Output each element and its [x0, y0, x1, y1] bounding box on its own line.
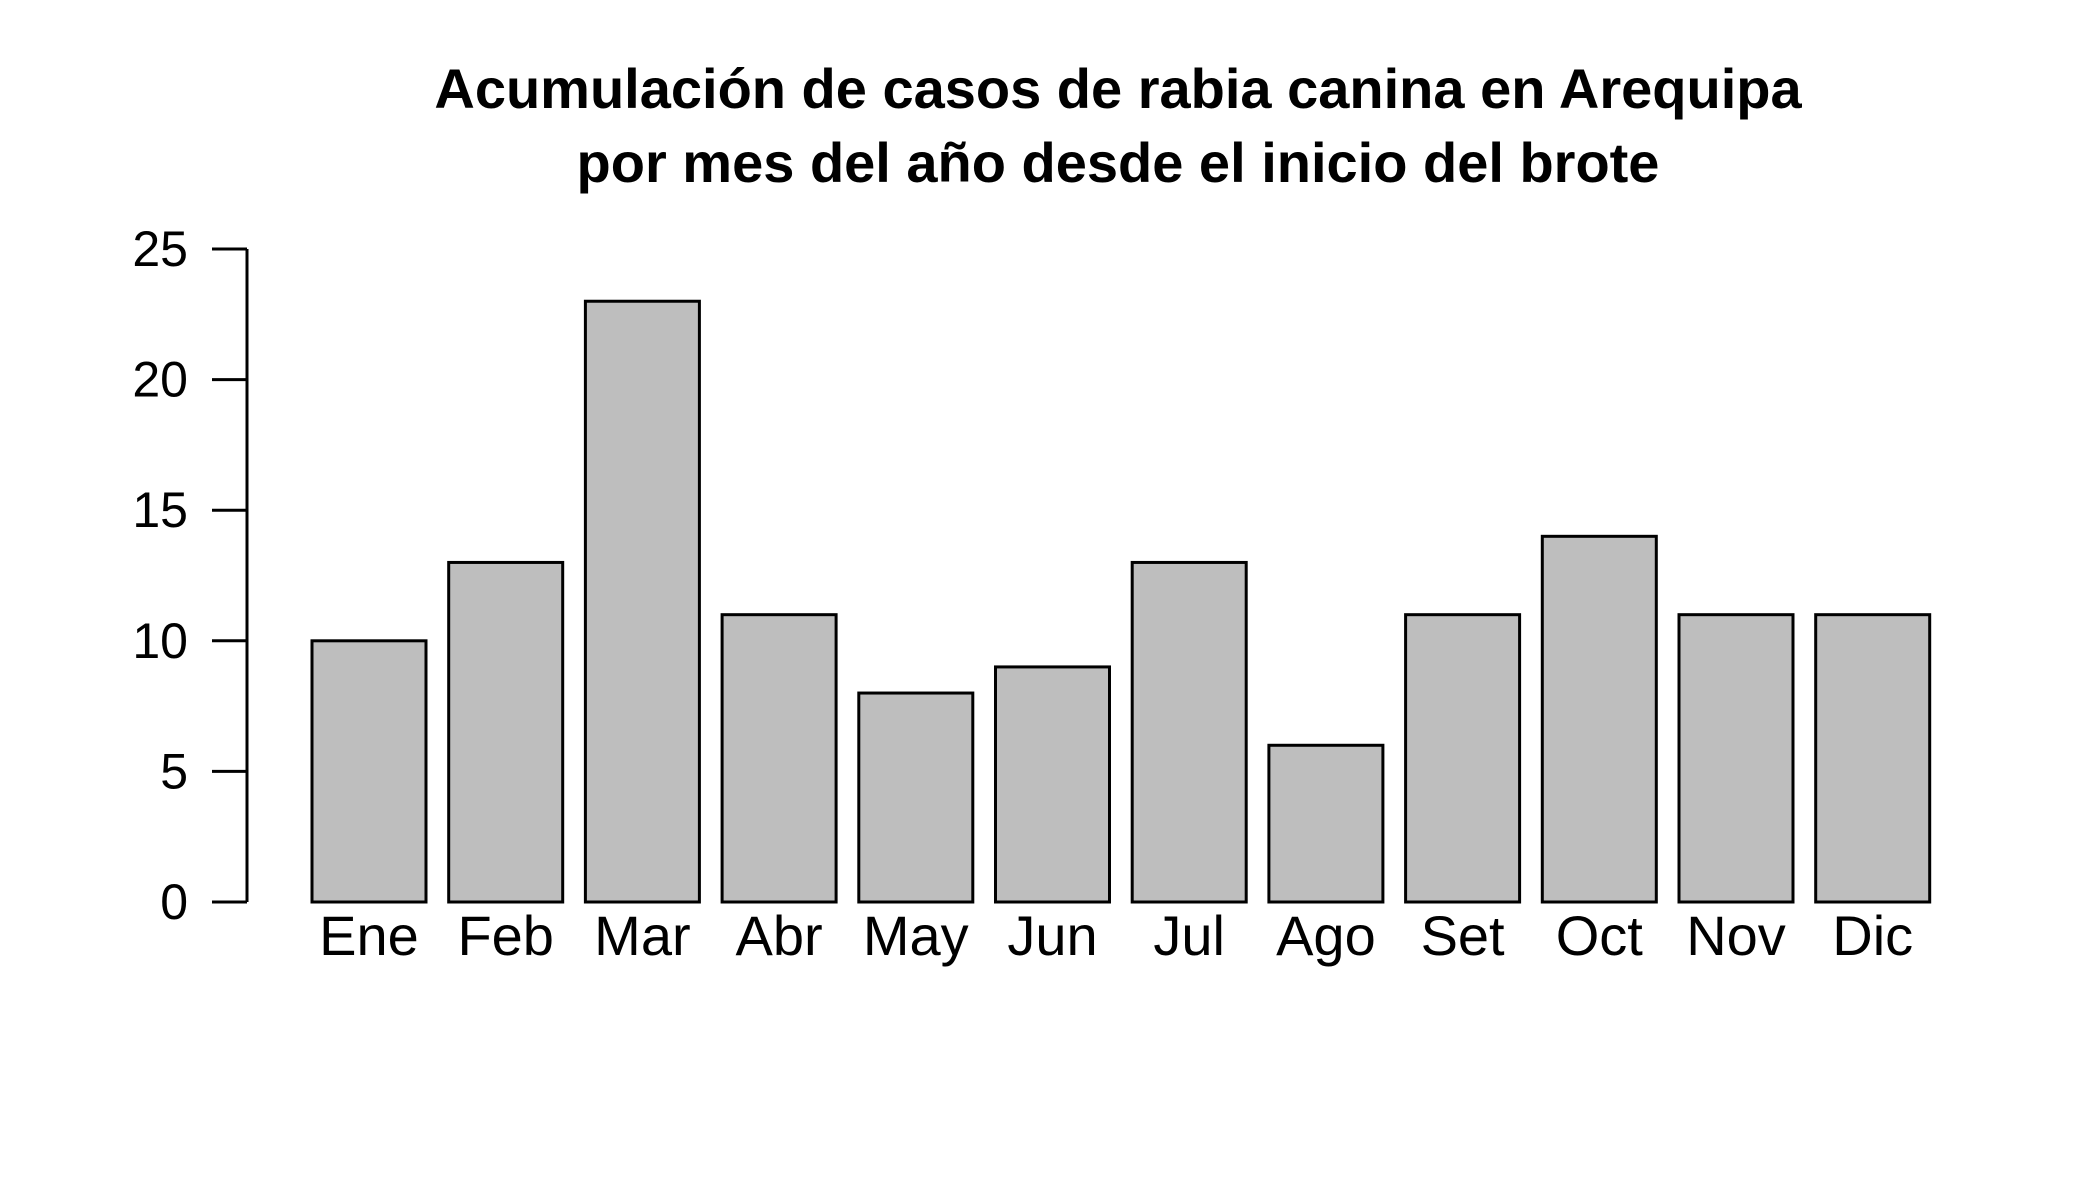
bar-ago [1267, 743, 1385, 904]
chart-title: Acumulación de casos de rabia canina en … [434, 57, 1802, 120]
bar-jun [994, 665, 1111, 904]
x-tick-label: Nov [1686, 904, 1786, 967]
bar-abr [720, 613, 838, 904]
x-tick-label: Ago [1276, 904, 1376, 967]
bar-oct [1540, 534, 1658, 904]
bar-ene [310, 639, 428, 904]
bar-set [1404, 613, 1522, 904]
chart-subtitle: por mes del año desde el inicio del brot… [577, 131, 1660, 194]
y-axis: 0 5 10 15 20 25 [132, 221, 249, 930]
bar-feb [447, 560, 565, 904]
bar-nov [1677, 613, 1795, 904]
x-tick-label: Jun [1007, 904, 1097, 967]
bars-group [310, 299, 1932, 904]
bar-may [857, 691, 975, 904]
y-tick-label: 0 [160, 874, 188, 930]
x-tick-label: Set [1421, 904, 1505, 967]
x-tick-label: Abr [736, 904, 823, 967]
y-tick-label: 5 [160, 743, 188, 799]
y-tick-label: 15 [132, 482, 188, 538]
x-tick-label: Feb [457, 904, 554, 967]
x-tick-label: Ene [319, 904, 419, 967]
x-tick-label: May [863, 904, 969, 967]
y-tick-label: 10 [132, 613, 188, 669]
x-tick-label: Dic [1832, 904, 1913, 967]
bar-dic [1814, 613, 1932, 904]
y-tick-label: 20 [132, 352, 188, 408]
y-tick-label: 25 [132, 221, 188, 277]
bar-mar [583, 299, 701, 904]
x-axis-labels: Ene Feb Mar Abr May Jun Jul Ago Set Oct Nov Dic [319, 904, 1913, 967]
x-tick-label: Jul [1153, 904, 1225, 967]
x-tick-label: Mar [594, 904, 690, 967]
x-tick-label: Oct [1556, 904, 1644, 967]
bar-jul [1130, 560, 1248, 904]
